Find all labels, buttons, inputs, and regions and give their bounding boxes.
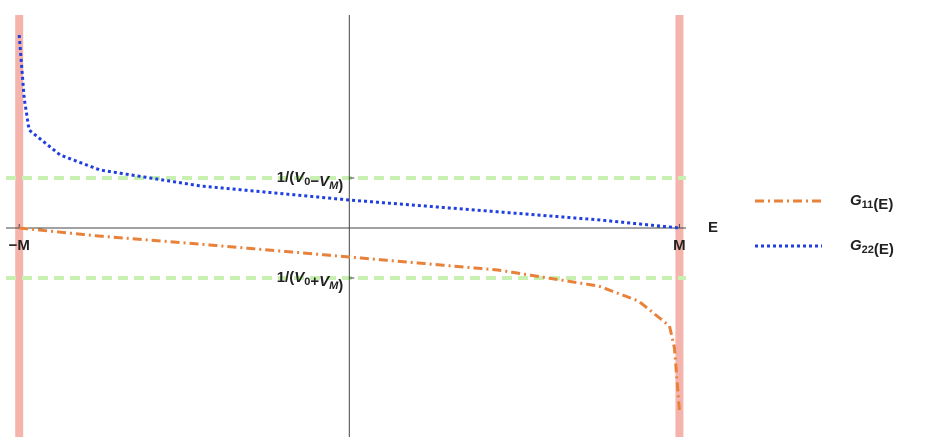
series-line	[17, 34, 680, 230]
x-axis-label: E	[708, 219, 718, 236]
legend-label: G22(E)	[850, 237, 894, 258]
y-tick-label: 1/(V0−VM)	[277, 169, 344, 194]
x-tick-label: −M	[9, 237, 30, 254]
legend-label: G11(E)	[850, 192, 893, 213]
x-tick-label: M	[673, 237, 686, 254]
y-tick-label: 1/(V0+VM)	[277, 269, 344, 294]
